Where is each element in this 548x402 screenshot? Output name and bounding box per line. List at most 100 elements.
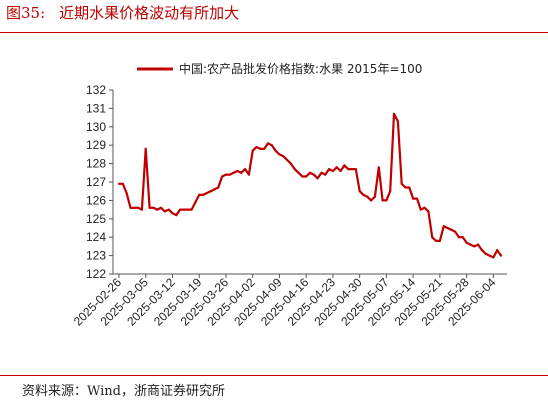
data-point (366, 195, 369, 198)
data-point (159, 206, 163, 209)
data-point (194, 201, 197, 204)
data-point (408, 186, 411, 189)
data-point (427, 210, 430, 213)
data-point (320, 171, 323, 174)
data-point (358, 190, 361, 193)
data-point (205, 191, 208, 195)
y-tick-label: 127 (86, 175, 106, 189)
y-tick-label: 132 (86, 83, 106, 97)
legend-label: 中国:农产品批发价格指数:水果 2015年=100 (179, 61, 422, 76)
data-point (171, 212, 174, 215)
data-point (117, 182, 121, 185)
data-point (186, 208, 189, 211)
data-point (484, 252, 487, 255)
data-point (121, 182, 124, 185)
data-point (438, 239, 441, 242)
data-point (392, 112, 396, 115)
data-point (286, 158, 289, 161)
data-point (263, 147, 266, 150)
figure-title-text: 近期水果价格波动有所加大 (59, 4, 240, 22)
data-point (282, 155, 285, 158)
data-point (457, 236, 461, 239)
data-point (297, 171, 300, 174)
data-point (289, 162, 292, 165)
data-point (137, 206, 140, 209)
data-point (331, 169, 334, 173)
source-rule (0, 375, 548, 376)
title-rule (0, 32, 548, 33)
y-tick-label: 129 (86, 138, 106, 152)
data-point (259, 147, 262, 150)
data-point (492, 256, 495, 259)
data-point (217, 186, 220, 189)
data-point (224, 173, 228, 176)
data-point (431, 236, 434, 239)
x-axis-ticks: 2025-02-262025-03-052025-03-122025-03-19… (71, 274, 499, 329)
data-point (465, 241, 468, 244)
data-point (152, 206, 155, 209)
data-point (312, 173, 315, 176)
data-point (454, 230, 457, 233)
data-point (148, 206, 151, 209)
data-point (350, 168, 354, 171)
y-tick-label: 122 (86, 267, 106, 281)
data-point (370, 199, 373, 202)
data-point (381, 199, 384, 202)
series-line-fruit-index (119, 112, 502, 259)
data-point (251, 149, 254, 152)
data-point (140, 208, 143, 211)
data-point (400, 182, 403, 185)
y-tick-label: 126 (86, 193, 106, 207)
data-point (274, 149, 277, 152)
data-point (133, 206, 136, 209)
data-point (385, 199, 388, 202)
data-point (362, 193, 365, 196)
data-point (232, 171, 235, 174)
y-tick-label: 125 (86, 212, 106, 226)
data-point (144, 147, 147, 150)
figure-title: 图35: 近期水果价格波动有所加大 (6, 2, 239, 23)
data-point (396, 120, 399, 123)
data-point (389, 190, 392, 193)
data-point (499, 254, 503, 257)
y-tick-label: 124 (86, 230, 106, 244)
data-point (228, 173, 231, 176)
data-point (480, 249, 483, 252)
data-point (419, 208, 422, 211)
data-point (201, 193, 205, 196)
legend: 中国:农产品批发价格指数:水果 2015年=100 (137, 61, 422, 76)
data-point (167, 208, 170, 211)
data-point (423, 206, 426, 209)
data-point (488, 254, 491, 257)
data-point (335, 166, 338, 169)
data-point (377, 166, 380, 169)
data-point (209, 190, 212, 193)
y-tick-label: 130 (86, 120, 106, 134)
data-point (354, 168, 357, 171)
data-point (339, 169, 342, 173)
data-point (328, 168, 331, 171)
source-note: 资料来源：Wind，浙商证券研究所 (22, 384, 225, 399)
axes (112, 90, 507, 275)
data-point (221, 175, 224, 178)
data-point (301, 175, 304, 178)
data-point (244, 168, 247, 171)
data-point (182, 208, 185, 211)
data-point (255, 145, 258, 149)
data-point (415, 197, 419, 200)
data-point (473, 245, 476, 248)
data-point (236, 169, 239, 173)
data-point (324, 173, 327, 176)
y-tick-label: 123 (86, 249, 106, 263)
data-point (266, 142, 270, 145)
y-tick-label: 131 (86, 101, 106, 115)
data-point (435, 239, 438, 242)
data-point (477, 243, 480, 246)
data-point (469, 243, 472, 246)
data-point (316, 177, 319, 180)
data-point (213, 188, 216, 191)
series-group (117, 112, 503, 259)
data-point (446, 226, 449, 230)
data-point (190, 208, 193, 211)
